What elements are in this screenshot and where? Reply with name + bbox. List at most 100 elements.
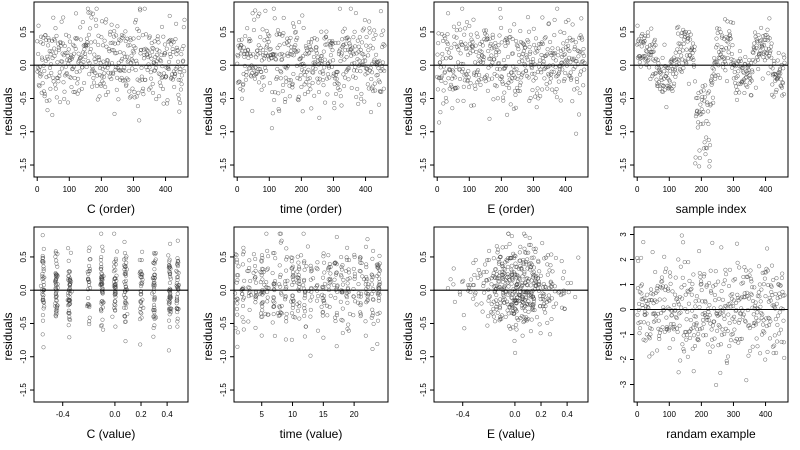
data-point bbox=[495, 250, 500, 255]
data-point bbox=[358, 303, 363, 308]
data-point bbox=[128, 36, 133, 41]
data-point bbox=[673, 314, 679, 320]
data-point bbox=[315, 37, 320, 42]
data-point bbox=[86, 279, 91, 284]
data-point bbox=[483, 79, 488, 84]
data-point bbox=[38, 283, 43, 288]
data-point bbox=[246, 66, 251, 71]
data-point bbox=[502, 294, 507, 299]
data-point bbox=[36, 23, 41, 28]
data-point bbox=[98, 323, 104, 328]
data-point bbox=[682, 58, 688, 63]
data-point bbox=[647, 53, 652, 58]
data-point bbox=[81, 59, 86, 65]
data-point bbox=[72, 51, 77, 56]
data-point bbox=[151, 283, 156, 288]
data-point bbox=[529, 290, 534, 295]
data-point bbox=[528, 49, 533, 54]
data-point bbox=[43, 33, 48, 38]
data-point bbox=[113, 256, 118, 261]
data-point bbox=[651, 292, 656, 297]
data-point bbox=[517, 59, 522, 64]
data-point bbox=[242, 52, 247, 57]
data-point bbox=[264, 43, 270, 48]
data-point bbox=[151, 251, 157, 256]
data-point bbox=[265, 248, 270, 253]
data-point bbox=[662, 329, 667, 334]
data-point bbox=[328, 271, 333, 276]
data-point bbox=[369, 282, 375, 287]
data-point bbox=[145, 67, 150, 73]
data-point bbox=[245, 268, 250, 274]
data-point bbox=[760, 76, 765, 81]
data-point bbox=[59, 19, 64, 24]
data-point bbox=[744, 378, 749, 383]
data-point bbox=[754, 336, 759, 341]
data-point bbox=[458, 51, 463, 56]
data-point bbox=[302, 309, 308, 314]
data-point bbox=[442, 69, 447, 74]
data-point bbox=[476, 78, 481, 83]
data-point bbox=[249, 71, 255, 76]
data-point bbox=[87, 315, 92, 320]
data-point bbox=[352, 252, 357, 257]
data-point bbox=[675, 47, 680, 52]
data-point bbox=[328, 293, 333, 298]
data-point bbox=[66, 47, 71, 52]
data-point bbox=[516, 71, 521, 76]
y-axis-label: residuals bbox=[1, 87, 15, 135]
data-point bbox=[437, 120, 442, 125]
data-point bbox=[306, 288, 311, 294]
data-point bbox=[54, 306, 59, 311]
data-point bbox=[491, 299, 496, 304]
data-point bbox=[140, 77, 145, 82]
data-point bbox=[767, 50, 773, 56]
data-point bbox=[530, 305, 535, 310]
data-point bbox=[530, 307, 535, 313]
data-point bbox=[485, 323, 490, 328]
data-point bbox=[654, 77, 659, 82]
data-point bbox=[742, 265, 747, 270]
data-point bbox=[743, 83, 749, 88]
data-point bbox=[494, 244, 499, 249]
data-point bbox=[713, 298, 718, 303]
data-point bbox=[642, 312, 647, 317]
data-point bbox=[123, 299, 128, 304]
data-point bbox=[752, 30, 758, 35]
data-point bbox=[496, 257, 501, 262]
data-point bbox=[88, 26, 93, 31]
data-point bbox=[497, 304, 502, 309]
data-point bbox=[171, 69, 176, 74]
data-point bbox=[466, 69, 471, 74]
data-point bbox=[759, 332, 765, 337]
data-point bbox=[743, 319, 748, 324]
data-point bbox=[124, 260, 129, 265]
data-point bbox=[284, 66, 289, 71]
data-point bbox=[178, 87, 183, 92]
data-point bbox=[261, 83, 266, 88]
data-point bbox=[251, 252, 256, 257]
data-point bbox=[534, 315, 540, 320]
data-point bbox=[264, 45, 269, 50]
data-point bbox=[339, 274, 344, 279]
data-point bbox=[112, 111, 117, 116]
data-point bbox=[290, 81, 295, 86]
data-point bbox=[465, 52, 471, 57]
data-point bbox=[458, 292, 463, 297]
data-point bbox=[113, 258, 118, 263]
data-point bbox=[695, 327, 700, 332]
data-point bbox=[328, 53, 333, 58]
data-point bbox=[271, 51, 276, 57]
data-point bbox=[528, 294, 533, 299]
data-point bbox=[715, 328, 720, 333]
data-point bbox=[525, 57, 530, 62]
data-point bbox=[42, 94, 47, 99]
data-point bbox=[735, 292, 740, 297]
data-point bbox=[263, 8, 268, 13]
data-point bbox=[781, 340, 786, 345]
data-point bbox=[104, 17, 109, 22]
data-point bbox=[478, 273, 483, 278]
data-point bbox=[776, 331, 782, 336]
data-point bbox=[326, 253, 331, 258]
data-point bbox=[671, 322, 676, 327]
